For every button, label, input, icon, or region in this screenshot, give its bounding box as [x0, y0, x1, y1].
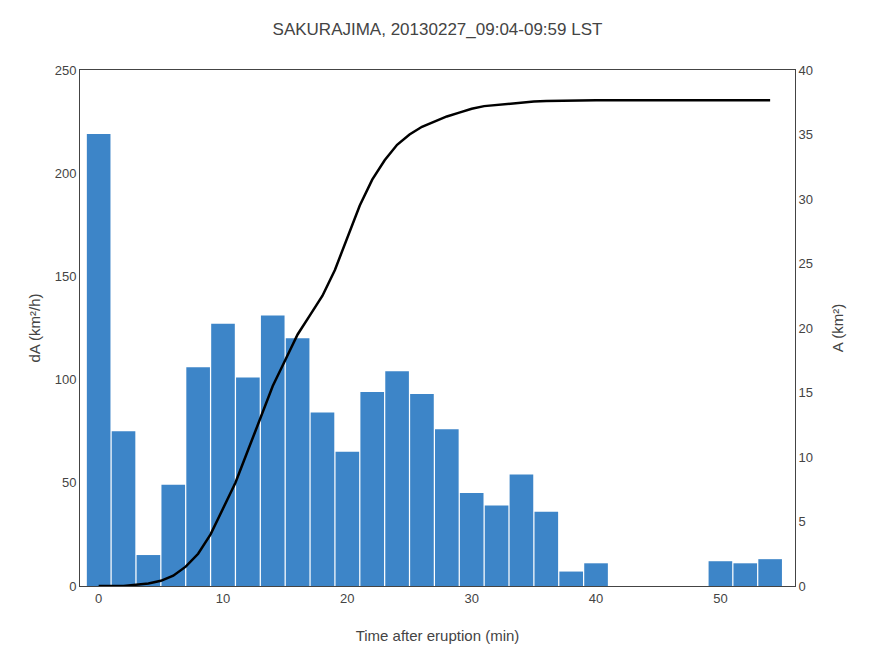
svg-text:15: 15 — [799, 385, 813, 400]
svg-text:10: 10 — [216, 591, 230, 606]
svg-text:dA (km²/h): dA (km²/h) — [26, 293, 43, 362]
svg-text:50: 50 — [713, 591, 727, 606]
svg-text:50: 50 — [62, 475, 76, 490]
svg-text:100: 100 — [55, 372, 77, 387]
svg-text:30: 30 — [464, 591, 478, 606]
svg-text:A (km²): A (km²) — [829, 304, 846, 352]
svg-text:5: 5 — [799, 514, 806, 529]
svg-text:20: 20 — [340, 591, 354, 606]
svg-text:0: 0 — [69, 579, 76, 594]
svg-text:40: 40 — [589, 591, 603, 606]
svg-text:35: 35 — [799, 127, 813, 142]
svg-text:0: 0 — [799, 579, 806, 594]
svg-text:Time after eruption (min): Time after eruption (min) — [356, 627, 520, 644]
svg-text:200: 200 — [55, 166, 77, 181]
svg-text:250: 250 — [55, 63, 77, 78]
svg-text:40: 40 — [799, 63, 813, 78]
svg-text:150: 150 — [55, 269, 77, 284]
svg-text:30: 30 — [799, 192, 813, 207]
svg-text:SAKURAJIMA, 20130227_09:04-09:: SAKURAJIMA, 20130227_09:04-09:59 LST — [273, 20, 603, 39]
svg-text:20: 20 — [799, 321, 813, 336]
svg-text:10: 10 — [799, 450, 813, 465]
svg-text:0: 0 — [95, 591, 102, 606]
svg-text:25: 25 — [799, 256, 813, 271]
